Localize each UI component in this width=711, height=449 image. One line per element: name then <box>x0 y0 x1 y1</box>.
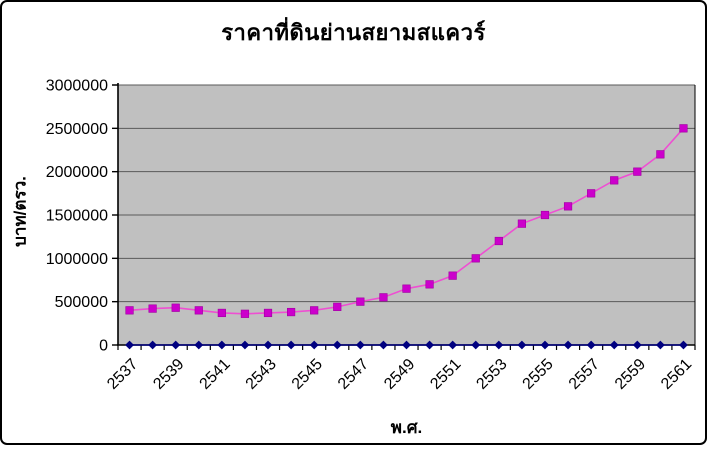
land-price-marker <box>194 306 203 315</box>
baseline-zero-marker <box>217 340 227 350</box>
land-price-marker <box>563 202 573 211</box>
land-price-marker <box>171 303 180 312</box>
y-tick-label: 2500000 <box>46 121 108 138</box>
baseline-zero-marker <box>586 340 596 350</box>
baseline-zero-marker <box>540 340 550 350</box>
baseline-zero-marker <box>471 340 481 350</box>
land-price-marker <box>471 254 480 263</box>
land-price-marker <box>517 219 526 228</box>
baseline-zero-marker <box>402 340 411 350</box>
land-price-marker <box>656 150 665 159</box>
baseline-zero-marker <box>494 340 504 350</box>
baseline-zero-marker <box>379 340 388 350</box>
x-tick-label: 2553 <box>473 356 510 393</box>
x-tick-label: 2559 <box>612 356 649 393</box>
x-tick-label: 2547 <box>335 356 372 393</box>
land-price-marker <box>148 304 157 313</box>
baseline-zero-marker <box>448 340 458 350</box>
land-price-marker <box>333 302 342 311</box>
line-chart: 0 500000 1000000 1500000 2000000 2500000 30000… <box>46 78 696 393</box>
land-price-marker <box>379 293 388 302</box>
baseline-zero-marker <box>425 340 434 350</box>
x-tick-label: 2551 <box>427 356 464 393</box>
baseline-zero-marker <box>355 340 365 350</box>
x-tick-label: 2545 <box>289 356 326 393</box>
land-price-marker <box>125 306 134 315</box>
land-price-marker <box>633 167 642 176</box>
x-tick-label: 2555 <box>520 356 557 393</box>
x-tick-label: 2557 <box>566 356 603 393</box>
baseline-zero-marker <box>125 340 134 350</box>
baseline-zero-marker <box>679 340 688 350</box>
x-tick-label: 2543 <box>243 356 280 393</box>
land-price-marker <box>263 308 273 318</box>
y-tick-label: 3000000 <box>46 78 108 95</box>
baseline-zero-marker <box>171 340 181 350</box>
y-tick-label: 500000 <box>55 294 108 311</box>
land-price-marker <box>286 307 296 317</box>
y-tick-label: 1500000 <box>46 208 108 225</box>
y-tick-label: 0 <box>99 338 108 355</box>
x-tick-label: 2539 <box>150 356 187 393</box>
baseline-zero-marker <box>286 340 296 350</box>
baseline-zero-marker <box>517 340 527 350</box>
land-price-marker <box>356 297 365 306</box>
land-price-marker <box>610 176 619 185</box>
baseline-zero-marker <box>655 340 665 350</box>
land-price-marker <box>494 236 503 246</box>
land-price-marker <box>310 306 319 315</box>
land-price-marker <box>448 271 457 280</box>
baseline-zero-marker <box>240 340 250 350</box>
x-tick-label: 2561 <box>658 356 695 393</box>
baseline-zero-marker <box>263 340 273 350</box>
y-tick-label: 2000000 <box>46 164 108 181</box>
baseline-zero-marker <box>332 340 342 350</box>
land-price-marker <box>540 210 550 220</box>
x-axis-title: พ.ศ. <box>390 418 423 437</box>
y-tick-label: 1000000 <box>46 251 108 268</box>
baseline-zero-marker <box>194 340 204 350</box>
x-tick-label: 2541 <box>196 356 233 393</box>
baseline-zero-marker <box>563 340 573 350</box>
land-price-marker <box>425 280 434 289</box>
baseline-zero-marker <box>148 340 158 350</box>
x-tick-label: 2537 <box>104 356 141 393</box>
land-price-marker <box>217 308 226 318</box>
land-price-marker <box>679 124 688 133</box>
land-price-marker <box>587 189 596 198</box>
land-price-marker <box>402 284 411 293</box>
land-price-marker <box>240 309 250 318</box>
chart-title: ราคาที่ดินย่านสยามสแควร์ <box>221 20 486 45</box>
baseline-zero-marker <box>609 340 619 350</box>
baseline-zero-marker <box>309 340 319 350</box>
x-tick-label: 2549 <box>381 356 418 393</box>
baseline-zero-marker <box>632 340 642 350</box>
